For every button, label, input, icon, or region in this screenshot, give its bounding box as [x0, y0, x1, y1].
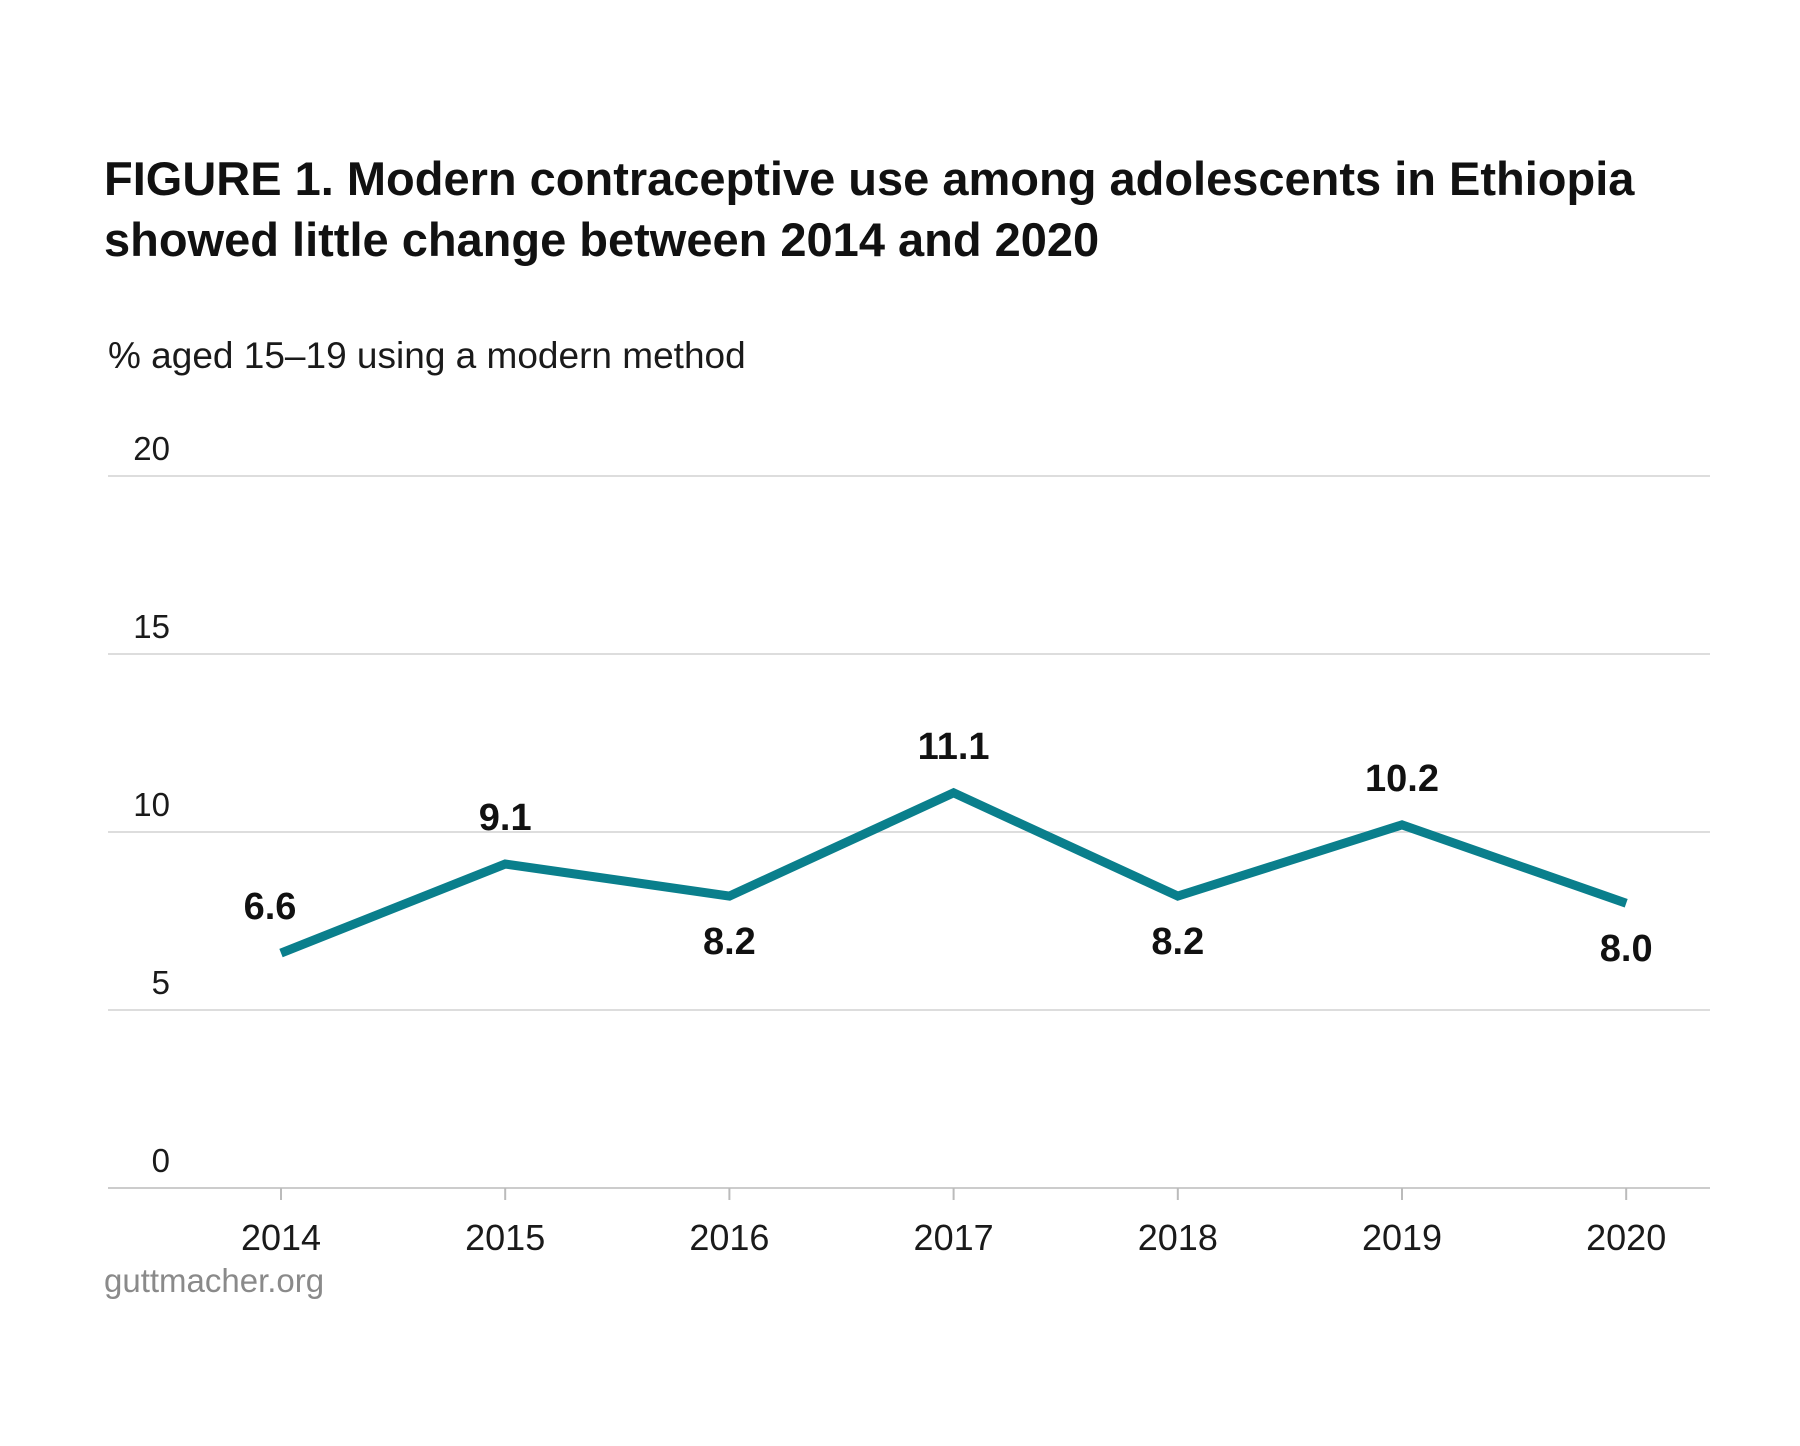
y-tick-label-20: 20	[133, 430, 170, 467]
data-label-2019: 10.2	[1365, 758, 1439, 800]
y-tick-label-15: 15	[133, 608, 170, 645]
data-label-2014: 6.6	[244, 886, 297, 928]
data-label-2017: 11.1	[918, 726, 990, 768]
x-tick-label-2019: 2019	[1362, 1217, 1442, 1258]
data-label-2015: 9.1	[479, 797, 532, 839]
y-tick-label-10: 10	[133, 786, 170, 823]
data-label-2018: 8.2	[1151, 921, 1204, 963]
data-label-2016: 8.2	[703, 921, 756, 963]
data-label-2020: 8.0	[1600, 928, 1653, 970]
x-tick-label-2018: 2018	[1138, 1217, 1218, 1258]
y-tick-label-0: 0	[152, 1142, 170, 1179]
data-labels: 6.6 9.1 8.2 11.1 8.2 10.2 8.0	[244, 726, 1653, 970]
source-credit: guttmacher.org	[104, 1262, 325, 1299]
x-axis-ticks: 2014 2015 2016 2017 2018 2019 2020	[241, 1188, 1666, 1258]
y-tick-label-5: 5	[152, 964, 170, 1001]
x-tick-label-2014: 2014	[241, 1217, 321, 1258]
x-tick-label-2017: 2017	[914, 1217, 994, 1258]
chart-title: FIGURE 1. Modern contraceptive use among…	[104, 152, 1635, 266]
grid-lines	[108, 475, 1710, 1189]
series-line	[279, 787, 1628, 958]
x-tick-label-2015: 2015	[465, 1217, 545, 1258]
x-tick-label-2020: 2020	[1586, 1217, 1666, 1258]
x-tick-label-2016: 2016	[689, 1217, 769, 1258]
y-tick-labels: 0 5 10 15 20	[133, 430, 170, 1179]
y-axis-label: % aged 15–19 using a modern method	[108, 335, 746, 376]
